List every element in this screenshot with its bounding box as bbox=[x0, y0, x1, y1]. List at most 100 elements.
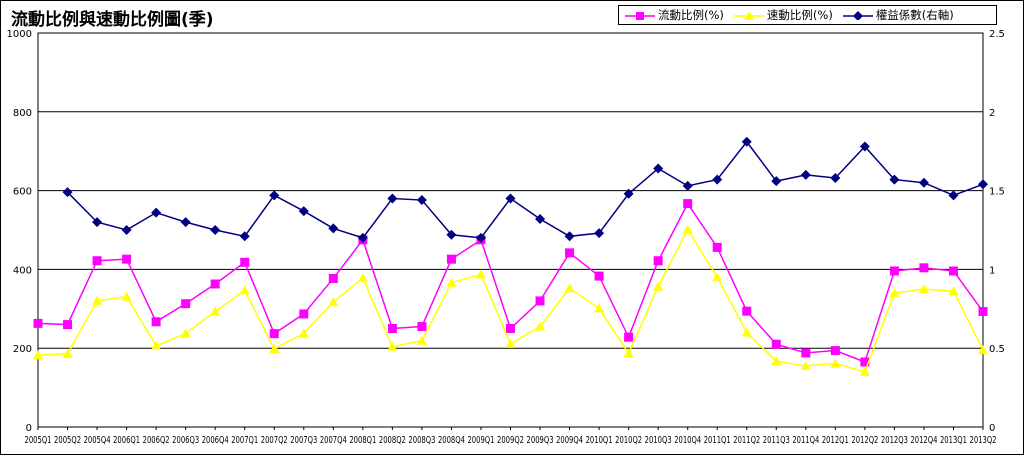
series-3-point bbox=[830, 172, 841, 183]
x-tick-label: 2009Q2 bbox=[497, 435, 524, 446]
series-2-point bbox=[918, 284, 929, 294]
series-1-point bbox=[33, 318, 43, 328]
series-3-point bbox=[594, 228, 605, 239]
series-3-point bbox=[653, 163, 664, 174]
series-1-point bbox=[446, 254, 456, 264]
y-left-tick-label: 0 bbox=[26, 423, 32, 434]
series-2-point bbox=[889, 288, 900, 298]
series-3-point bbox=[712, 174, 723, 185]
x-tick-label: 2008Q1 bbox=[349, 435, 376, 446]
series-2-point bbox=[446, 277, 457, 287]
legend-swatch bbox=[733, 11, 764, 20]
y-left-tick-label: 400 bbox=[13, 265, 32, 276]
x-tick-label: 2010Q3 bbox=[645, 435, 672, 446]
x-tick-label: 2007Q3 bbox=[290, 435, 317, 446]
x-tick-label: 2012Q2 bbox=[851, 435, 878, 446]
series-1-point bbox=[535, 296, 545, 306]
series-1-point bbox=[63, 320, 73, 330]
series-3-point bbox=[328, 223, 339, 234]
x-tick-label: 2006Q2 bbox=[143, 435, 170, 446]
x-tick-label: 2008Q3 bbox=[408, 435, 435, 446]
x-tick-label: 2006Q3 bbox=[172, 435, 199, 446]
legend-swatch bbox=[842, 11, 873, 20]
series-2-point bbox=[978, 345, 988, 355]
series-2-point bbox=[121, 291, 132, 301]
series-2-point bbox=[712, 272, 723, 282]
series-1-point bbox=[801, 348, 811, 358]
series-2-point bbox=[239, 285, 250, 295]
x-tick-label: 2009Q3 bbox=[527, 435, 554, 446]
series-2-point bbox=[682, 224, 693, 234]
series-1-point bbox=[210, 279, 220, 289]
x-tick-label: 2007Q1 bbox=[231, 435, 258, 446]
series-3-point bbox=[682, 180, 693, 191]
x-tick-label: 2012Q4 bbox=[910, 435, 937, 446]
series-2-point bbox=[623, 348, 634, 358]
series-3-point bbox=[121, 225, 132, 235]
series-3-point bbox=[535, 213, 546, 224]
x-tick-label: 2007Q2 bbox=[261, 435, 288, 446]
x-tick-label: 2008Q2 bbox=[379, 435, 406, 446]
y-right-tick-label: 1 bbox=[989, 265, 995, 276]
series-2-point bbox=[328, 297, 339, 307]
legend-label: 流動比例(%) bbox=[658, 8, 724, 22]
series-2-point bbox=[92, 295, 103, 305]
series-1-point bbox=[181, 299, 191, 309]
x-tick-label: 2007Q4 bbox=[320, 435, 347, 446]
series-1-point bbox=[565, 248, 575, 258]
series-line-3 bbox=[66, 140, 984, 239]
series-2-point bbox=[416, 335, 427, 345]
series-2-point bbox=[298, 328, 309, 338]
series-1-point bbox=[683, 199, 693, 209]
x-tick-label: 2006Q4 bbox=[202, 435, 229, 446]
x-tick-label: 2011Q2 bbox=[733, 435, 760, 446]
legend-item-2: 速動比例(%) bbox=[733, 7, 833, 23]
series-2-point bbox=[948, 286, 959, 296]
series-1-point bbox=[240, 257, 250, 267]
series-1-point bbox=[387, 324, 397, 333]
series-1-point bbox=[978, 307, 988, 317]
series-1-point bbox=[889, 266, 899, 276]
x-tick-label: 2011Q1 bbox=[704, 435, 731, 446]
series-1-point bbox=[919, 263, 929, 273]
series-1-point bbox=[299, 309, 309, 319]
y-left-tick-label: 600 bbox=[13, 187, 32, 198]
x-tick-label: 2011Q4 bbox=[792, 435, 819, 446]
chart-legend: 流動比例(%) 速動比例(%) 權益係數(右軸) bbox=[618, 5, 997, 25]
series-2-point bbox=[535, 321, 546, 331]
series-2-point bbox=[741, 327, 752, 337]
legend-label: 權益係數(右軸) bbox=[875, 8, 954, 22]
series-2-point bbox=[33, 350, 43, 360]
series-2-point bbox=[62, 348, 73, 358]
y-right-tick-label: 0 bbox=[989, 423, 995, 434]
series-3-point bbox=[446, 229, 457, 240]
x-tick-label: 2011Q3 bbox=[763, 435, 790, 446]
x-tick-label: 2009Q1 bbox=[467, 435, 494, 446]
series-line-2 bbox=[37, 228, 984, 373]
series-1-point bbox=[594, 271, 604, 281]
series-3-point bbox=[564, 231, 575, 242]
chart-title: 流動比例與速動比例圖(季) bbox=[11, 10, 214, 30]
series-3-point bbox=[416, 195, 427, 206]
series-3-point bbox=[800, 169, 811, 180]
x-tick-label: 2009Q4 bbox=[556, 435, 583, 446]
series-3-point bbox=[475, 232, 486, 243]
x-tick-label: 2005Q4 bbox=[84, 435, 111, 446]
series-2-point bbox=[771, 356, 782, 366]
y-left-tick-label: 200 bbox=[13, 344, 32, 355]
series-1-point bbox=[92, 256, 102, 266]
series-2-point bbox=[387, 341, 398, 351]
series-1-point bbox=[771, 339, 781, 349]
series-1-point bbox=[417, 322, 427, 332]
series-1-point bbox=[742, 306, 752, 316]
series-1-point bbox=[712, 242, 722, 252]
series-1-point bbox=[860, 357, 870, 367]
series-line-1 bbox=[37, 202, 984, 363]
series-3-point bbox=[889, 174, 900, 185]
series-2-point bbox=[859, 366, 870, 376]
series-3-point bbox=[948, 190, 959, 201]
series-1-point bbox=[948, 266, 958, 276]
y-right-tick-label: 2.5 bbox=[989, 29, 1005, 40]
series-2-point bbox=[357, 273, 368, 283]
